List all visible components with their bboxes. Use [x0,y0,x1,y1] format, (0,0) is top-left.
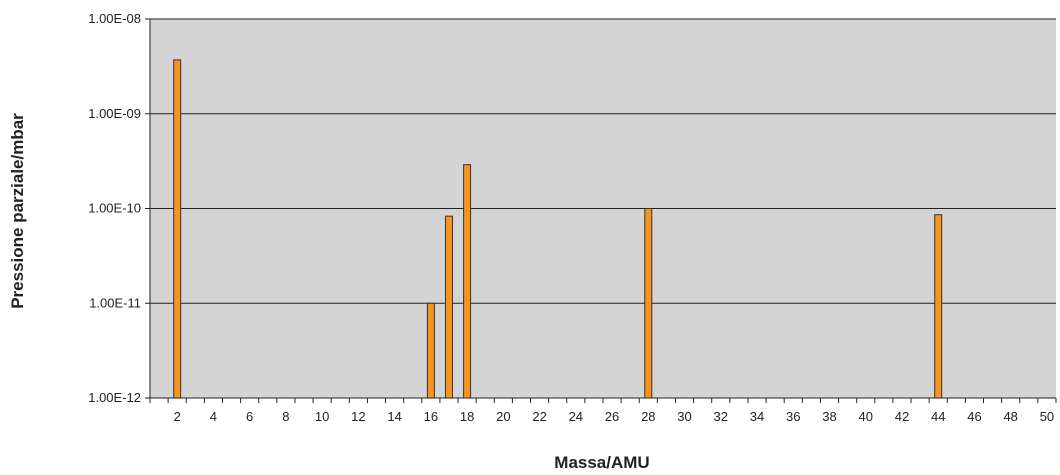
x-tick-label: 44 [931,409,945,424]
x-axis: 2 4 6 8 10 12 14 16 18 20 22 24 26 28 30 32 34 36 38 40 42 44… [149,397,1057,424]
x-tick-label: 22 [532,409,546,424]
x-tick-label: 28 [641,409,655,424]
x-tick-label: 18 [460,409,474,424]
x-tick-label: 50 [1040,409,1054,424]
x-tick-label: 10 [315,409,329,424]
bar-mass-18 [463,164,472,399]
x-tick-label: 38 [822,409,836,424]
x-tick-label: 26 [605,409,619,424]
x-tick-label: 12 [351,409,365,424]
x-tick-label: 36 [786,409,800,424]
x-tick-label: 32 [714,409,728,424]
x-tick-label: 40 [859,409,873,424]
x-axis-title: Massa/AMU [554,453,649,472]
x-tick-label: 48 [1003,409,1017,424]
bar-mass-2 [173,59,182,399]
x-tick-label: 8 [282,409,289,424]
bar-mass-44 [934,214,943,399]
y-tick-label: 1.00E-08 [88,11,141,26]
x-tick-label: 24 [569,409,583,424]
y-axis-title: Pressione parziale/mbar [8,113,27,309]
bar-mass-17 [444,215,453,399]
bar-mass-16 [426,302,435,399]
x-tick-label: 6 [246,409,253,424]
x-tick-label: 2 [174,409,181,424]
x-tick-label: 20 [496,409,510,424]
y-axis: 1.00E-12 1.00E-11 1.00E-10 1.00E-09 1.00E-08 [88,11,151,405]
x-tick-label: 42 [895,409,909,424]
x-tick-label: 16 [424,409,438,424]
bar-mass-28 [644,208,653,399]
x-tick-label: 46 [967,409,981,424]
x-tick-label: 30 [677,409,691,424]
y-tick-label: 1.00E-10 [88,201,141,216]
x-tick-label: 14 [387,409,401,424]
y-tick-label: 1.00E-12 [88,390,141,405]
y-tick-label: 1.00E-11 [89,295,141,310]
x-tick-label: 34 [750,409,764,424]
y-tick-label: 1.00E-09 [88,106,141,121]
x-tick-label: 4 [210,409,217,424]
